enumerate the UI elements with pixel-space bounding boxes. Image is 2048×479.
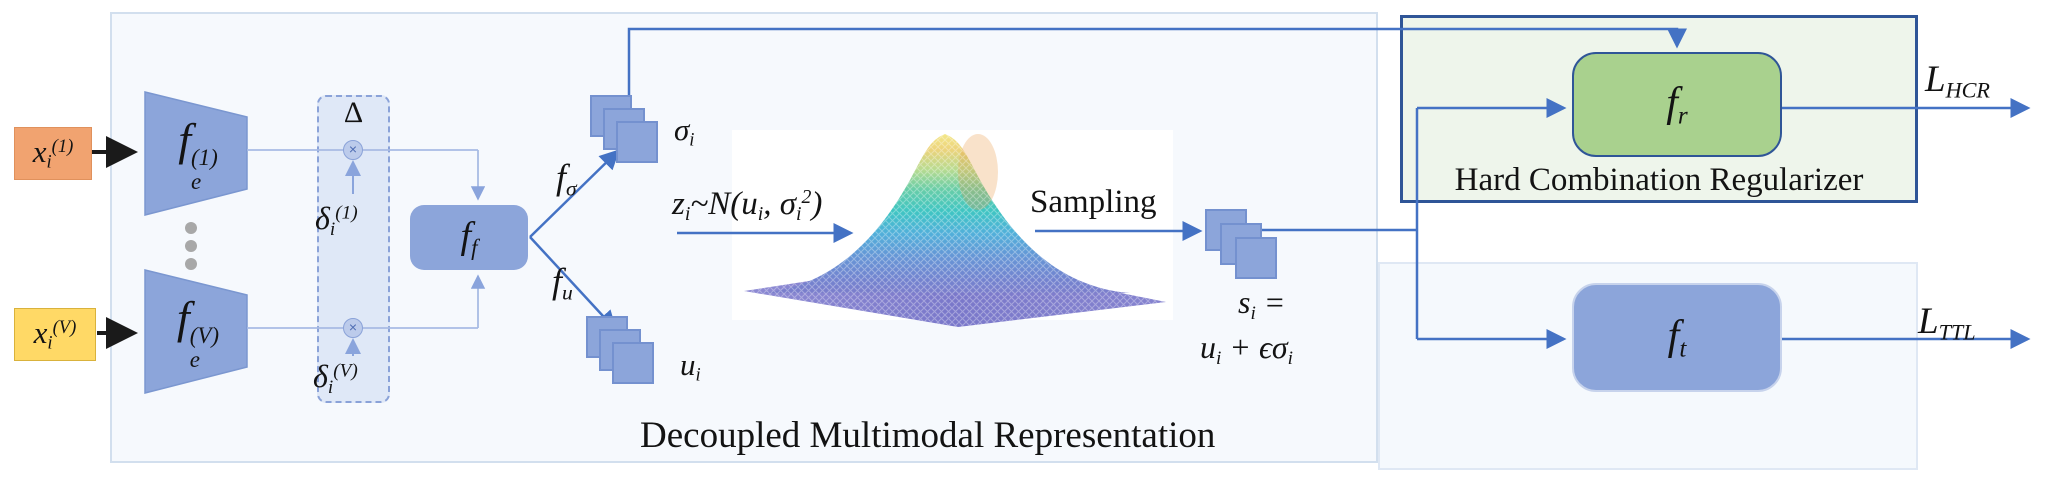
fusion-ff-block (410, 205, 528, 270)
delta-box-label: Δ (343, 96, 364, 129)
input-x1-label: xi(1) (32, 133, 74, 173)
delta-1-label: δi(1) (315, 200, 358, 240)
multiply-icon-1: × (343, 140, 363, 160)
ft-label: ft (1667, 312, 1687, 363)
ft-block (1572, 283, 1782, 392)
sampling-label: Sampling (1030, 184, 1157, 220)
figure-caption: Decoupled Multimodal Representation (640, 415, 1216, 456)
u-i-label: ui (680, 347, 701, 386)
input-x1-box (14, 127, 92, 180)
s-equation-bottom: ui + ϵσi (1200, 329, 1293, 369)
encoder-V-label: f (V) e (176, 291, 220, 372)
multiply-icon-2: × (343, 318, 363, 338)
fusion-ff-label: ff (460, 215, 478, 260)
decoupled-representation-panel (110, 12, 1378, 463)
fr-label: fr (1666, 79, 1688, 130)
s-equation-top: si = (1238, 284, 1286, 324)
encoder-1-label: f (1) e (178, 113, 218, 194)
f-sigma-label: fσ (556, 157, 577, 201)
sigma-i-label: σi (674, 112, 695, 151)
input-xV-label: xi(V) (33, 314, 77, 354)
loss-hcr-label: LHCR (1925, 59, 1990, 103)
loss-ttl-label: LTTL (1918, 301, 1976, 345)
f-u-label: fu (552, 261, 573, 305)
z-distribution-label: zi~N(ui, σi2) (672, 186, 823, 225)
input-xV-box (14, 308, 96, 361)
hcr-panel-title: Hard Combination Regularizer (1454, 162, 1864, 198)
delta-V-label: δi(V) (313, 358, 358, 398)
